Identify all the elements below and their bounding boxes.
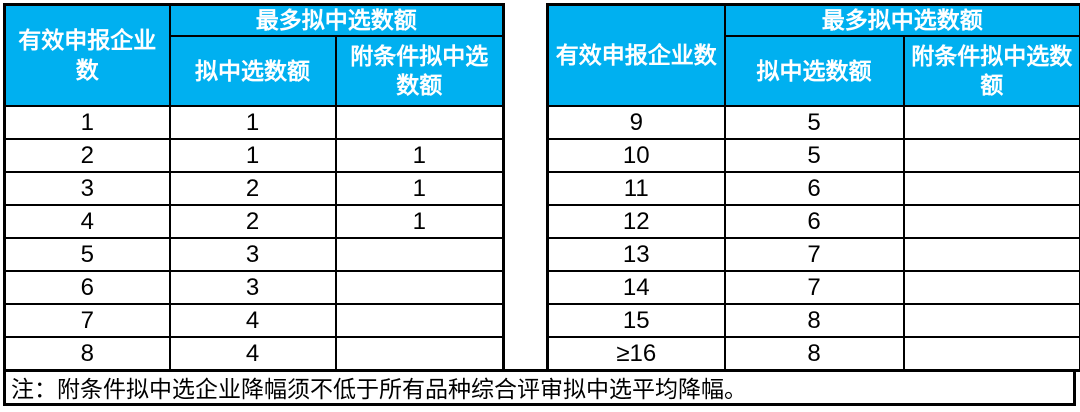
left-subheader-conditional: 附条件拟中选 数额 <box>334 35 505 108</box>
table-cell: 1 <box>334 138 505 174</box>
left-subheader-selected: 拟中选数额 <box>168 35 337 108</box>
table-cell <box>334 270 505 306</box>
table-cell <box>334 105 505 141</box>
tables-row: 有效申报企业 数 最多拟中选数额 拟中选数额 附条件拟中选 数额 1 1 2 1 <box>3 3 1080 372</box>
table-cell: 14 <box>546 270 726 306</box>
table-cell: 3 <box>168 270 337 306</box>
table-cell: 7 <box>3 303 171 339</box>
table-cell: 8 <box>723 336 905 372</box>
table-cell: 2 <box>168 171 337 207</box>
table-row: 9 5 <box>546 105 1080 141</box>
table-row: 10 5 <box>546 138 1080 174</box>
table-row: 2 1 1 <box>3 138 505 174</box>
right-col1-header: 有效申报企业数 <box>546 3 726 108</box>
footnote: 注：附条件拟中选企业降幅须不低于所有品种综合评审拟中选平均降幅。 <box>3 368 1076 406</box>
table-cell: 4 <box>3 204 171 240</box>
right-group-header: 最多拟中选数额 <box>723 3 1080 38</box>
table-cell: 1 <box>334 171 505 207</box>
table-row: 5 3 <box>3 237 505 273</box>
table-row: 15 8 <box>546 303 1080 339</box>
table-cell: 4 <box>168 303 337 339</box>
table-row: 3 2 1 <box>3 171 505 207</box>
table-cell <box>902 105 1080 141</box>
table-cell: 7 <box>723 237 905 273</box>
table-cell: 2 <box>3 138 171 174</box>
table-cell <box>902 171 1080 207</box>
table-cell: 1 <box>168 105 337 141</box>
table-cell: 12 <box>546 204 726 240</box>
table-cell: 1 <box>168 138 337 174</box>
table-cell: 8 <box>3 336 171 372</box>
table-row: 14 7 <box>546 270 1080 306</box>
table-cell <box>902 237 1080 273</box>
table-cell: ≥16 <box>546 336 726 372</box>
table-row: 4 2 1 <box>3 204 505 240</box>
table-row: ≥16 8 <box>546 336 1080 372</box>
table-cell: 10 <box>546 138 726 174</box>
table-cell: 8 <box>723 303 905 339</box>
table-cell: 5 <box>3 237 171 273</box>
table-cell: 9 <box>546 105 726 141</box>
table-cell: 13 <box>546 237 726 273</box>
table-cell: 6 <box>723 204 905 240</box>
table-cell <box>902 270 1080 306</box>
table-cell: 5 <box>723 138 905 174</box>
table-cell: 2 <box>168 204 337 240</box>
table-cell <box>902 204 1080 240</box>
left-col1-header: 有效申报企业 数 <box>3 3 171 108</box>
table-row: 6 3 <box>3 270 505 306</box>
table-cell <box>902 138 1080 174</box>
left-group-header: 最多拟中选数额 <box>168 3 505 38</box>
table-row: 1 1 <box>3 105 505 141</box>
right-quota-table: 有效申报企业数 最多拟中选数额 拟中选数额 附条件拟中选数 额 9 5 10 5 <box>546 3 1080 372</box>
table-row: 8 4 <box>3 336 505 372</box>
left-quota-table: 有效申报企业 数 最多拟中选数额 拟中选数额 附条件拟中选 数额 1 1 2 1 <box>3 3 505 372</box>
table-row: 11 6 <box>546 171 1080 207</box>
table-cell <box>334 336 505 372</box>
table-cell: 6 <box>3 270 171 306</box>
table-row: 7 4 <box>3 303 505 339</box>
table-row: 13 7 <box>546 237 1080 273</box>
table-cell: 5 <box>723 105 905 141</box>
table-cell <box>902 303 1080 339</box>
table-cell: 7 <box>723 270 905 306</box>
table-cell <box>334 303 505 339</box>
table-cell: 3 <box>3 171 171 207</box>
table-cell: 11 <box>546 171 726 207</box>
table-cell: 4 <box>168 336 337 372</box>
table-cell: 1 <box>3 105 171 141</box>
table-cell <box>334 237 505 273</box>
table-cell: 1 <box>334 204 505 240</box>
table-cell: 3 <box>168 237 337 273</box>
table-cell: 6 <box>723 171 905 207</box>
right-subheader-selected: 拟中选数额 <box>723 35 905 108</box>
right-subheader-conditional: 附条件拟中选数 额 <box>902 35 1080 108</box>
table-cell: 15 <box>546 303 726 339</box>
table-row: 12 6 <box>546 204 1080 240</box>
table-cell <box>902 336 1080 372</box>
